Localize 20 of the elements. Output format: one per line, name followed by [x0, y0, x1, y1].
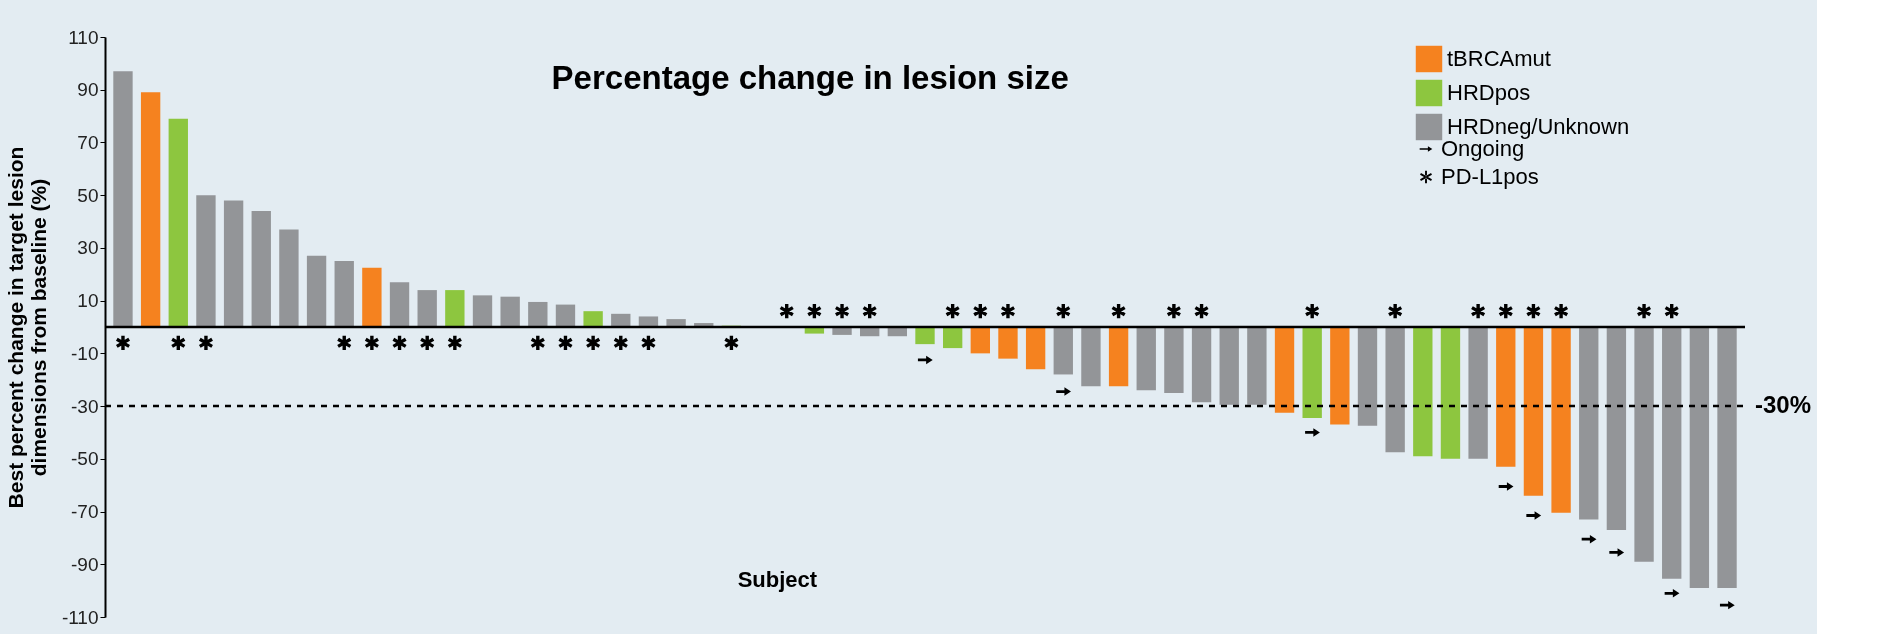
y-tick-label: -90 [71, 553, 99, 575]
y-tick-label: 50 [77, 184, 99, 206]
ref-line-label: -30% [1755, 391, 1812, 419]
legend-label: tBRCAmut [1447, 46, 1551, 71]
y-tick-label: 10 [77, 290, 99, 312]
y-tick-label: 110 [68, 26, 99, 48]
y-axis-title: Best percent change in target lesion dimensions from baseline (%) [3, 146, 50, 509]
y-tick-label: 70 [77, 131, 99, 153]
y-tick-label: -70 [71, 501, 99, 523]
y-tick-label: -110 [61, 606, 99, 628]
y-tick-label: -30 [71, 395, 99, 417]
y-tick-label: -10 [71, 342, 99, 364]
y-tick-label: -50 [71, 448, 99, 470]
text: Percentage change in lesion size [551, 59, 1069, 96]
y-tick-label: 90 [77, 79, 99, 101]
legend-label: HRDpos [1447, 80, 1531, 105]
legend-label: HRDneg/Unknown [1447, 114, 1630, 139]
legend-label: PD-L1pos [1441, 164, 1539, 189]
y-tick-label: 30 [77, 237, 99, 259]
x-axis-title: Subject [737, 567, 818, 592]
